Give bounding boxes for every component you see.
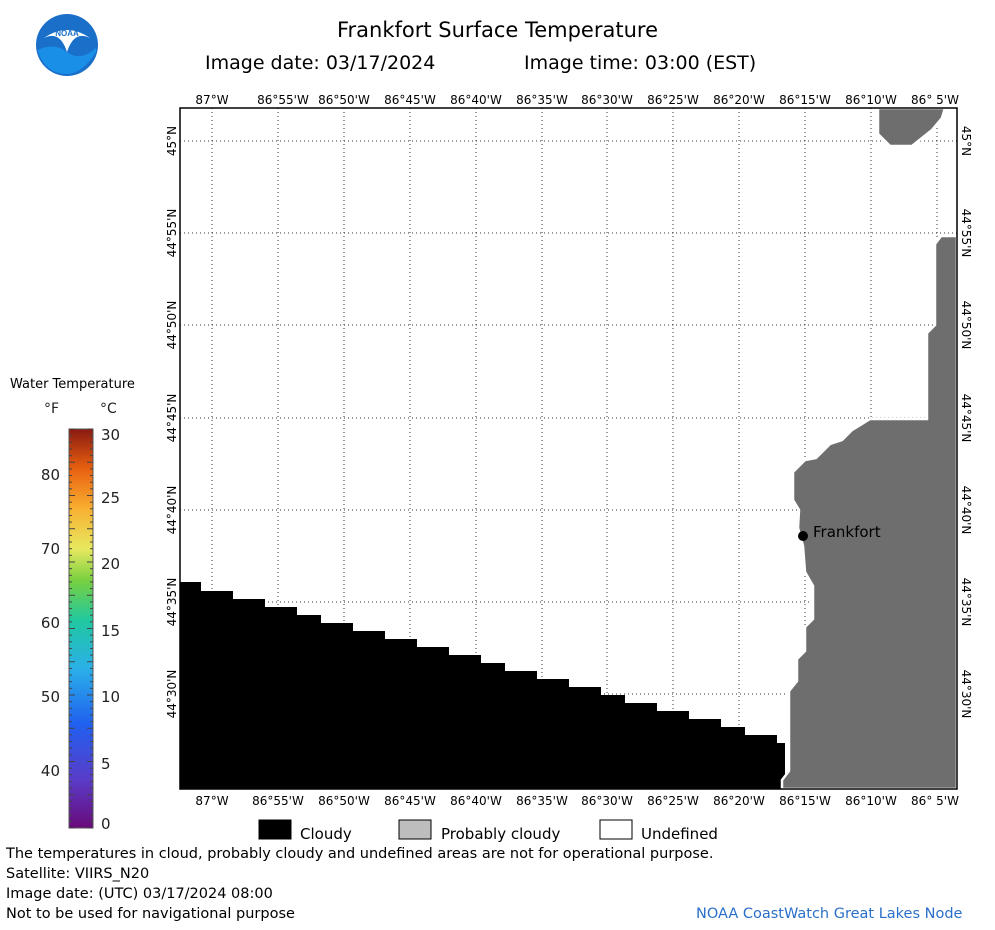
lon-label: 86°55'W [252, 794, 304, 808]
footer-satellite: Satellite: VIIRS_N20 [6, 866, 150, 882]
lat-label: 45°N [165, 126, 179, 156]
colorbar-f-label: 40 [41, 762, 60, 780]
colorbar-c-label: 25 [101, 489, 120, 507]
lat-label: 44°40'N [959, 486, 973, 535]
lat-label: 44°55'N [165, 209, 179, 258]
image-date: Image date: 03/17/2024 [205, 52, 436, 74]
lon-label: 86°20'W [713, 794, 765, 808]
legend-probably-cloudy-label: Probably cloudy [441, 825, 561, 843]
lon-label: 86°50'W [318, 794, 370, 808]
lon-label: 86°35'W [516, 93, 568, 107]
lon-label: 86°30'W [581, 794, 633, 808]
lon-label: 86°40'W [450, 93, 502, 107]
lat-label: 44°45'N [959, 394, 973, 443]
image-time: Image time: 03:00 (EST) [524, 52, 757, 74]
colorbar-f-label: 70 [41, 540, 60, 558]
footer-utc-date: Image date: (UTC) 03/17/2024 08:00 [6, 886, 273, 902]
lon-label: 86° 5'W [911, 794, 959, 808]
cloud-region [180, 582, 785, 789]
footer-credit-link[interactable]: NOAA CoastWatch Great Lakes Node [696, 906, 963, 922]
footer-nav-warning: Not to be used for navigational purpose [6, 906, 295, 922]
frankfort-marker-icon [798, 531, 808, 541]
lat-label: 44°50'N [959, 301, 973, 350]
legend-undefined-swatch [599, 819, 633, 840]
colorbar-f-labels: 80 70 60 50 40 [41, 466, 60, 780]
lon-label: 86°45'W [384, 93, 436, 107]
colorbar-unit-f: °F [44, 401, 60, 417]
lat-label: 44°35'N [165, 578, 179, 627]
lon-label: 86°55'W [257, 93, 309, 107]
lat-label: 44°45'N [165, 394, 179, 443]
map-title: Frankfort Surface Temperature [336, 18, 658, 42]
lon-label: 86°20'W [713, 93, 765, 107]
colorbar-f-label: 50 [41, 688, 60, 706]
north-landmass [876, 106, 947, 148]
legend-cloudy-swatch [258, 819, 292, 840]
lon-label: 86° 5'W [911, 93, 959, 107]
noaa-logo: NOAA [36, 14, 98, 76]
lon-label: 87°W [195, 794, 228, 808]
lon-label: 86°10'W [845, 794, 897, 808]
lon-label: 86°25'W [647, 794, 699, 808]
colorbar-c-label: 20 [101, 555, 120, 573]
land-region [780, 234, 959, 791]
lat-label: 44°50'N [165, 301, 179, 350]
colorbar-c-label: 10 [101, 688, 120, 706]
lon-label: 86°15'W [779, 794, 831, 808]
lon-label: 86°30'W [581, 93, 633, 107]
lat-label: 44°55'N [959, 209, 973, 258]
colorbar-f-label: 80 [41, 466, 60, 484]
colorbar-f-label: 60 [41, 614, 60, 632]
lat-label: 44°30'N [165, 670, 179, 719]
lat-label: 44°35'N [959, 578, 973, 627]
colorbar-title: Water Temperature [10, 377, 135, 392]
colorbar-c-labels: 30 25 20 15 10 5 0 [101, 426, 120, 833]
map-frame [179, 107, 958, 790]
lon-label: 86°35'W [516, 794, 568, 808]
colorbar-unit-c: °C [100, 401, 117, 417]
legend-cloudy-label: Cloudy [300, 825, 352, 843]
colorbar-ticks [69, 428, 93, 829]
lon-label: 86°50'W [318, 93, 370, 107]
colorbar-c-label: 15 [101, 622, 120, 640]
lon-label: 86°10'W [845, 93, 897, 107]
lon-label: 87°W [195, 93, 228, 107]
lat-labels-left: 45°N 44°55'N 44°50'N 44°45'N 44°40'N 44°… [165, 126, 179, 719]
lat-label: 44°40'N [165, 486, 179, 535]
legend-probably-cloudy-swatch [398, 819, 432, 840]
lat-label: 45°N [959, 126, 973, 156]
lon-label: 86°15'W [779, 93, 831, 107]
lat-labels-right: 45°N 44°55'N 44°50'N 44°45'N 44°40'N 44°… [959, 126, 973, 719]
legend-undefined-label: Undefined [641, 825, 718, 843]
lon-label: 86°45'W [384, 794, 436, 808]
footer-note: The temperatures in cloud, probably clou… [6, 846, 714, 862]
svg-text:NOAA: NOAA [55, 29, 79, 38]
frankfort-label: Frankfort [813, 523, 881, 541]
lon-label: 86°25'W [647, 93, 699, 107]
lon-labels-top: 87°W 86°55'W 86°50'W 86°45'W 86°40'W 86°… [195, 93, 959, 107]
lon-label: 86°40'W [450, 794, 502, 808]
colorbar-c-label: 0 [101, 815, 111, 833]
colorbar-c-label: 30 [101, 426, 120, 444]
lon-labels-bottom: 87°W 86°55'W 86°50'W 86°45'W 86°40'W 86°… [195, 794, 959, 808]
lat-label: 44°30'N [959, 670, 973, 719]
colorbar-c-label: 5 [101, 755, 111, 773]
